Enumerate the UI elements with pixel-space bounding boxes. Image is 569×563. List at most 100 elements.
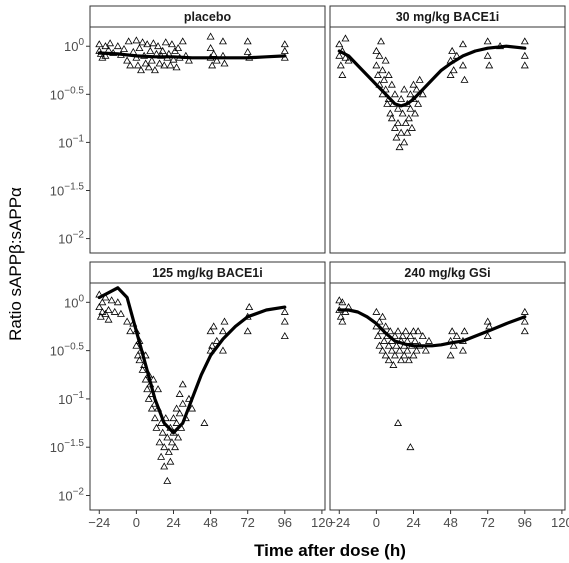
fit-line bbox=[337, 44, 527, 108]
data-point bbox=[101, 51, 110, 59]
panel: 30 mg/kg BACE1i bbox=[329, 5, 566, 254]
panel-title: 125 mg/kg BACE1i bbox=[152, 266, 262, 280]
data-point bbox=[398, 332, 407, 340]
x-tick-label: 96 bbox=[278, 515, 292, 530]
data-point bbox=[338, 317, 347, 325]
data-point bbox=[280, 332, 289, 340]
data-point bbox=[415, 75, 424, 83]
data-point bbox=[104, 305, 113, 313]
data-point bbox=[167, 40, 176, 48]
data-point bbox=[101, 293, 110, 301]
x-tick-label: 120 bbox=[311, 515, 333, 530]
data-point bbox=[418, 332, 427, 340]
y-tick-label: 10−1.5 bbox=[50, 438, 85, 455]
data-point bbox=[143, 40, 152, 48]
data-point bbox=[171, 443, 180, 451]
data-point bbox=[460, 75, 469, 83]
data-point bbox=[161, 38, 170, 46]
panel-title: 240 mg/kg GSi bbox=[404, 266, 490, 280]
data-point bbox=[390, 123, 399, 131]
data-point bbox=[188, 404, 197, 412]
panel-plot-area bbox=[89, 282, 326, 511]
data-point bbox=[160, 443, 169, 451]
data-point bbox=[280, 46, 289, 54]
panel: 125 mg/kg BACE1i bbox=[89, 261, 326, 511]
data-point bbox=[280, 307, 289, 315]
data-point bbox=[218, 327, 227, 335]
y-tick-label: 10−0.5 bbox=[50, 342, 85, 359]
data-point bbox=[113, 42, 122, 50]
panel-title: 30 mg/kg BACE1i bbox=[396, 10, 500, 24]
data-point bbox=[520, 61, 529, 69]
data-point bbox=[372, 46, 381, 54]
data-point bbox=[381, 351, 390, 359]
x-tick-label: 24 bbox=[166, 515, 180, 530]
data-point bbox=[335, 51, 344, 59]
data-point bbox=[178, 380, 187, 388]
data-point bbox=[384, 70, 393, 78]
panel: 240 mg/kg GSi bbox=[329, 261, 566, 511]
data-point bbox=[392, 341, 401, 349]
data-point bbox=[404, 356, 413, 364]
data-point bbox=[483, 37, 492, 45]
data-point bbox=[373, 70, 382, 78]
data-point bbox=[167, 438, 176, 446]
data-point bbox=[400, 85, 409, 93]
data-point bbox=[280, 317, 289, 325]
data-point bbox=[341, 53, 350, 61]
fit-line bbox=[97, 51, 287, 60]
data-point bbox=[394, 119, 403, 127]
data-point bbox=[400, 138, 409, 146]
panel: placebo bbox=[89, 5, 326, 254]
data-point bbox=[411, 336, 420, 344]
fit-line bbox=[97, 286, 287, 435]
data-point bbox=[338, 70, 347, 78]
data-point bbox=[144, 63, 153, 71]
data-point bbox=[341, 34, 350, 42]
data-point bbox=[135, 44, 144, 52]
data-point bbox=[401, 327, 410, 335]
data-point bbox=[160, 462, 169, 470]
data-point bbox=[98, 53, 107, 61]
x-tick-label: 96 bbox=[518, 515, 532, 530]
data-point bbox=[141, 59, 150, 67]
data-point bbox=[401, 119, 410, 127]
data-point bbox=[394, 104, 403, 112]
data-point bbox=[406, 104, 415, 112]
data-point bbox=[113, 298, 122, 306]
data-point bbox=[387, 346, 396, 354]
data-point bbox=[412, 346, 421, 354]
data-point bbox=[335, 296, 344, 304]
y-tick-label: 10−0.5 bbox=[50, 85, 85, 102]
data-point bbox=[458, 346, 467, 354]
data-point bbox=[174, 44, 183, 52]
data-point bbox=[175, 409, 184, 417]
data-point bbox=[344, 56, 353, 64]
data-point bbox=[243, 327, 252, 335]
y-tick-label: 100 bbox=[64, 293, 84, 310]
data-point bbox=[141, 375, 150, 383]
data-point bbox=[485, 61, 494, 69]
data-point bbox=[378, 312, 387, 320]
data-point bbox=[446, 70, 455, 78]
data-point bbox=[172, 63, 181, 71]
data-point bbox=[373, 332, 382, 340]
data-point bbox=[138, 365, 147, 373]
data-point bbox=[133, 351, 142, 359]
data-point bbox=[390, 90, 399, 98]
data-point bbox=[381, 322, 390, 330]
x-tick-label: 0 bbox=[133, 515, 140, 530]
data-point bbox=[414, 99, 423, 107]
data-point bbox=[397, 128, 406, 136]
data-point bbox=[132, 341, 141, 349]
data-point bbox=[407, 123, 416, 131]
data-point bbox=[126, 61, 135, 69]
data-point bbox=[338, 298, 347, 306]
x-tick-label: 48 bbox=[443, 515, 457, 530]
data-point bbox=[409, 80, 418, 88]
data-point bbox=[520, 317, 529, 325]
data-point bbox=[110, 307, 119, 315]
data-point bbox=[149, 375, 158, 383]
data-point bbox=[150, 66, 159, 74]
data-point bbox=[206, 327, 215, 335]
